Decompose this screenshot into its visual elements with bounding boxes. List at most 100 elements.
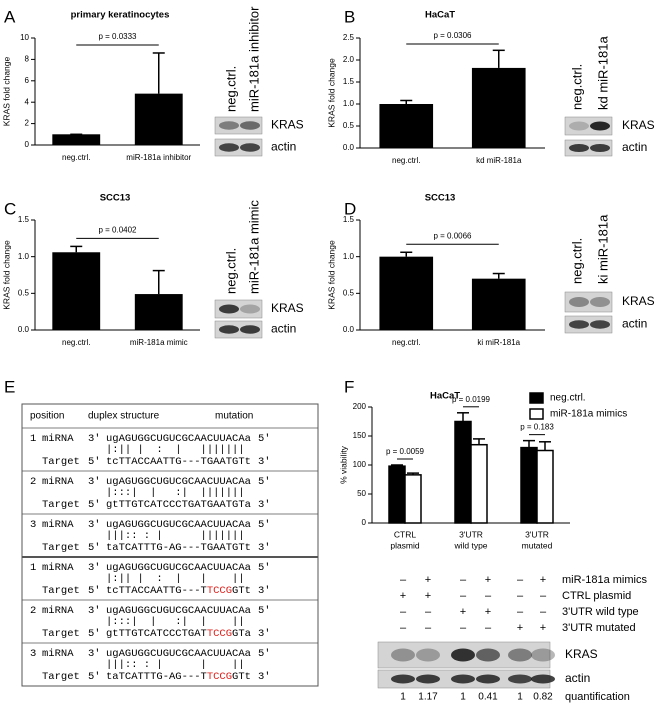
blot-band — [219, 304, 239, 314]
y-tick-label: 1.0 — [343, 99, 355, 108]
blot-band — [416, 674, 440, 684]
panel-letter: A — [4, 7, 16, 26]
bar — [404, 474, 422, 524]
condition-mark: – — [517, 574, 524, 586]
position: 1 — [30, 433, 36, 445]
blot-band — [590, 144, 610, 152]
mutation: TCCG — [207, 628, 232, 640]
pairing: |:|| | : | ||||||| — [106, 444, 245, 456]
strand-label: miRNA — [42, 648, 74, 660]
x-tick-label: ki miR-181a — [477, 338, 520, 347]
y-tick-label: 1.5 — [343, 77, 355, 86]
bar — [470, 443, 488, 524]
position: 3 — [30, 648, 36, 660]
target-seq: gtTTGTCATCCCTGATTCCGGTa — [106, 628, 251, 640]
target-seq-part: GTt — [232, 671, 251, 683]
y-tick-label: 0.5 — [343, 288, 355, 297]
y-axis-label: KRAS fold change — [1, 240, 11, 310]
condition-mark: + — [485, 574, 491, 586]
band-label: KRAS — [271, 118, 304, 132]
lane-label: ki miR-181a — [595, 214, 610, 284]
y-axis-label: KRAS fold change — [326, 240, 336, 310]
blot-band — [476, 648, 500, 662]
strand-label: Target — [42, 456, 80, 468]
strand-end: 5' — [258, 562, 271, 574]
condition-mark: + — [485, 606, 491, 618]
blot-band — [240, 325, 260, 334]
bar — [471, 278, 526, 330]
x-tick-label: plasmid — [390, 540, 420, 550]
panel-letter: F — [344, 377, 354, 396]
blot-band — [531, 674, 555, 684]
target-seq-part: taTCATTTG-AG---T — [106, 671, 207, 683]
strand-end: 3' — [88, 476, 101, 488]
target-seq-part: GTt — [232, 585, 251, 597]
condition-mark: – — [400, 622, 407, 634]
target-seq-part: tcTTACCAATTG---T — [106, 585, 207, 597]
strand-end: 3' — [258, 585, 271, 597]
condition-mark: + — [400, 590, 406, 602]
strand-end: 5' — [88, 542, 101, 554]
lane-label: miR-181a inhibitor — [246, 6, 261, 112]
strand-label: Target — [42, 542, 80, 554]
condition-label: miR-181a mimics — [562, 574, 647, 586]
x-tick-label: CTRL — [394, 529, 416, 539]
quantification-label: quantification — [565, 691, 630, 703]
mirna-seq: ugAGUGGCUGUCGCAACUUACAa — [106, 519, 251, 531]
condition-label: 3'UTR wild type — [562, 606, 639, 618]
bar — [134, 294, 183, 330]
condition-mark: + — [540, 574, 546, 586]
strand-label: Target — [42, 585, 80, 597]
mutation: TCCG — [207, 585, 232, 597]
band-label: actin — [271, 140, 296, 154]
p-value: p = 0.0306 — [433, 31, 472, 40]
panel-letter: C — [4, 199, 16, 218]
condition-mark: + — [517, 622, 523, 634]
band-label: actin — [271, 322, 296, 336]
x-tick-label: mutated — [522, 540, 553, 550]
condition-mark: – — [517, 606, 524, 618]
legend-swatch — [529, 408, 544, 420]
strand-label: miRNA — [42, 562, 74, 574]
position: 2 — [30, 605, 36, 617]
y-tick-label: 0 — [362, 518, 367, 527]
strand-label: miRNA — [42, 433, 74, 445]
blot-band — [219, 325, 239, 334]
y-tick-label: 0.0 — [343, 143, 355, 152]
y-tick-label: 0.0 — [18, 325, 30, 334]
strand-end: 3' — [88, 519, 101, 531]
x-tick-label: neg.ctrl. — [62, 338, 90, 347]
x-tick-label: neg.ctrl. — [62, 153, 90, 162]
strand-end: 5' — [258, 433, 271, 445]
position: 1 — [30, 562, 36, 574]
condition-mark: – — [425, 622, 432, 634]
mirna-seq: ugAGUGGCUGUCGCAACUUACAa — [106, 648, 251, 660]
p-value: p = 0.0059 — [386, 447, 425, 456]
strand-end: 3' — [258, 542, 271, 554]
x-tick-label: wild type — [453, 540, 487, 550]
target-seq: taTCATTTG-AG---TGAATGTt — [106, 542, 251, 554]
x-tick-label: 3'UTR — [459, 529, 483, 539]
position: 2 — [30, 476, 36, 488]
blot-band — [451, 674, 475, 684]
quantification: 1 — [460, 692, 466, 703]
blot-band — [240, 121, 260, 130]
pairing: |:|| | : | | || — [106, 573, 245, 585]
lane-label: neg.ctrl. — [223, 248, 238, 294]
lane-label: miR-181a mimic — [246, 200, 261, 294]
x-tick-label: miR-181a inhibitor — [126, 153, 191, 162]
table-header: duplex structure — [88, 411, 160, 422]
strand-end: 3' — [258, 628, 271, 640]
blot-band — [508, 674, 532, 684]
strand-end: 5' — [258, 519, 271, 531]
bar — [471, 67, 526, 148]
strand-end: 5' — [88, 628, 101, 640]
strand-end: 5' — [258, 605, 271, 617]
strand-label: miRNA — [42, 476, 74, 488]
blot-band — [416, 648, 440, 662]
x-tick-label: neg.ctrl. — [392, 156, 420, 165]
y-tick-label: 2.0 — [343, 55, 355, 64]
pairing: |:::| | :| ||||||| — [106, 487, 245, 499]
blot-band — [508, 648, 532, 662]
